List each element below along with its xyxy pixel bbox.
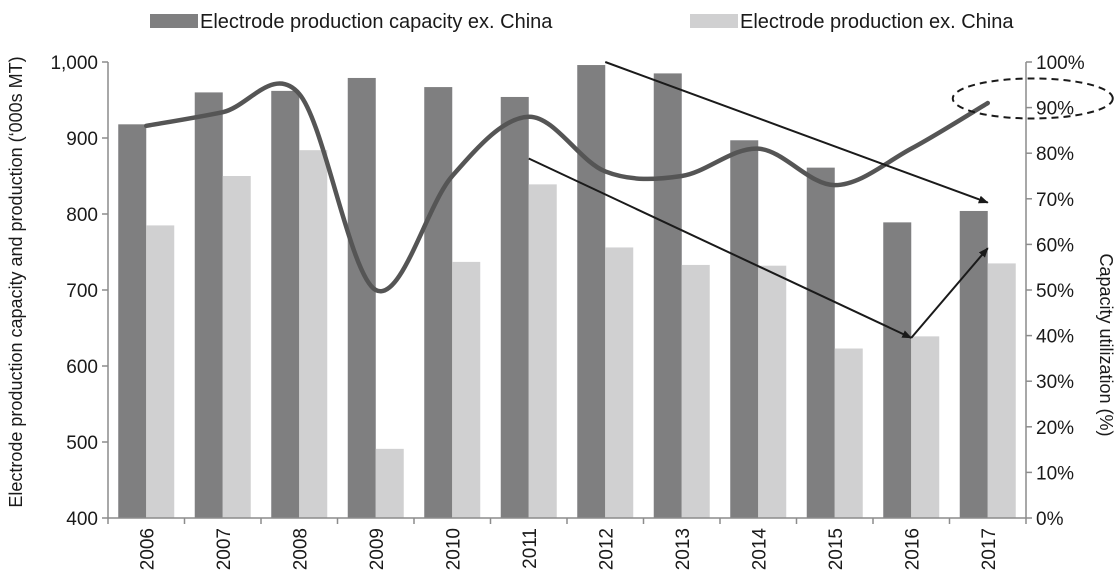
right-tick-label: 0% [1036,509,1064,530]
legend-label-0: Electrode production capacity ex. China [200,11,553,33]
x-tick-label: 2015 [826,528,847,570]
bar-capacity-2011 [500,96,529,519]
bar-production-2013 [681,264,710,518]
right-tick-label: 40% [1036,327,1074,348]
legend-swatch-1 [690,14,738,28]
bar-capacity-2007 [194,92,223,519]
left-tick-label: 900 [66,129,98,150]
left-tick-label: 1,000 [50,53,98,74]
right-tick-label: 30% [1036,372,1074,393]
bar-production-2009 [375,448,404,518]
bar-production-2008 [299,150,328,518]
x-tick-label: 2014 [749,528,770,571]
x-tick-label: 2012 [596,528,617,570]
bar-production-2012 [605,247,634,518]
x-tick-label: 2007 [214,528,235,570]
bar-capacity-2013 [653,73,682,519]
highlight-ellipse [951,77,1114,120]
bar-capacity-2009 [347,77,376,519]
bar-production-2014 [758,265,787,518]
bar-capacity-2017 [959,210,988,518]
bar-production-2016 [911,336,940,518]
right-tick-label: 50% [1036,281,1074,302]
bar-capacity-2015 [806,167,835,518]
x-tick-label: 2017 [979,528,1000,570]
left-tick-label: 800 [66,205,98,226]
x-tick-label: 2006 [137,528,158,570]
bar-production-2015 [834,348,863,518]
bar-capacity-2012 [577,65,606,518]
right-tick-label: 100% [1036,53,1085,74]
left-tick-label: 500 [66,433,98,454]
left-axis-title: Electrode production capacity and produc… [6,56,26,507]
right-tick-label: 80% [1036,144,1074,165]
bar-production-2006 [146,225,175,518]
right-tick-label: 70% [1036,190,1074,211]
x-tick-label: 2009 [367,528,388,570]
bar-capacity-2014 [730,140,759,518]
x-tick-label: 2016 [902,528,923,570]
bar-production-2007 [222,176,251,518]
bar-production-2017 [987,263,1016,518]
right-tick-label: 60% [1036,235,1074,256]
bar-production-2011 [528,184,557,519]
left-tick-label: 400 [66,509,98,530]
legend-swatch-0 [150,14,198,28]
right-tick-label: 10% [1036,463,1074,484]
bar-capacity-2006 [118,124,147,518]
bar-capacity-2010 [424,87,453,518]
right-tick-label: 20% [1036,418,1074,439]
bar-capacity-2016 [883,222,912,519]
right-tick-label: 90% [1036,99,1074,120]
x-tick-label: 2011 [520,528,541,569]
x-tick-label: 2008 [290,528,311,570]
bar-capacity-2008 [271,90,300,518]
x-tick-label: 2010 [443,528,464,570]
right-axis-title: Capacity utilization (%) [1096,253,1116,436]
left-tick-label: 600 [66,357,98,378]
trend-arrow-2 [910,247,989,339]
legend-label-1: Electrode production ex. China [740,11,1014,33]
bar-production-2010 [452,261,481,518]
trend-arrow-0 [604,61,989,204]
trend-arrow-1 [528,157,913,339]
left-tick-label: 700 [66,281,98,302]
x-tick-label: 2013 [673,528,694,570]
